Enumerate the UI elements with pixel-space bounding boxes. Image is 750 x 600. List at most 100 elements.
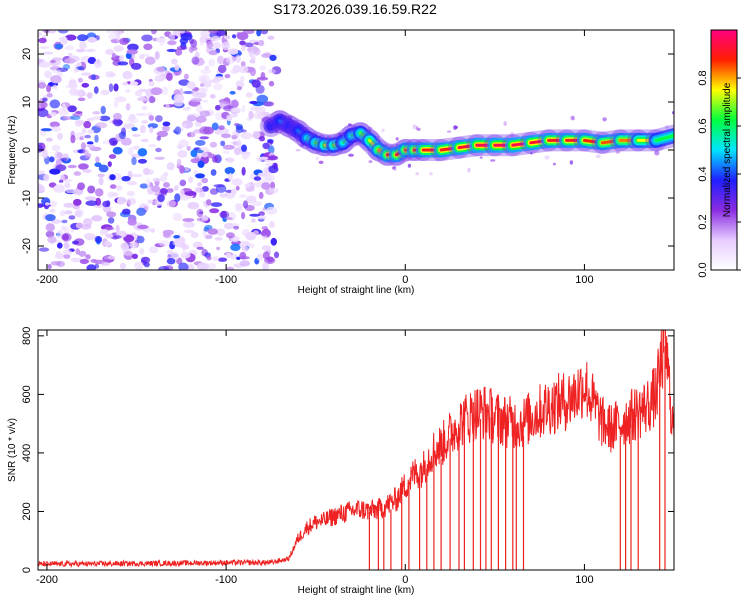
noise-blob: [174, 193, 181, 203]
snr-x-ticks: -200 -100 0 100: [36, 330, 594, 586]
noise-blob: [173, 94, 185, 103]
noise-blob: [117, 61, 129, 66]
noise-speck: [429, 172, 433, 176]
noise-blob: [176, 45, 188, 51]
noise-blob: [150, 87, 163, 96]
colorbar-tick-label: 0.8: [697, 70, 709, 85]
noise-blob: [49, 168, 61, 175]
noise-blob: [172, 238, 184, 247]
noise-blob: [127, 147, 134, 155]
spectrogram-y-ticks: -20 -10 0 10 20: [21, 48, 674, 254]
noise-blob: [266, 256, 274, 263]
noise-blob: [246, 195, 257, 204]
noise-blob: [166, 188, 174, 193]
noise-blob: [109, 174, 116, 181]
noise-blob: [104, 241, 111, 247]
noise-blob: [242, 200, 249, 209]
noise-blob: [245, 151, 251, 156]
noise-blob: [190, 97, 203, 103]
noise-blob: [261, 245, 272, 251]
noise-blob: [267, 69, 276, 74]
noise-blob: [129, 81, 139, 86]
noise-speck: [394, 167, 397, 172]
noise-blob: [262, 262, 269, 270]
noise-blob: [226, 114, 231, 121]
noise-blob: [104, 226, 115, 231]
noise-speck: [367, 126, 373, 131]
y-tick-label: 20: [21, 48, 33, 60]
noise-blob: [241, 144, 247, 152]
noise-blob: [186, 81, 196, 90]
noise-blob: [236, 86, 242, 91]
y-tick-label: 800: [21, 327, 33, 345]
noise-blob: [116, 196, 126, 205]
noise-speck: [552, 162, 556, 166]
noise-blob: [148, 81, 155, 87]
noise-blob: [44, 202, 50, 206]
noise-speck: [348, 123, 352, 127]
noise-blob: [65, 34, 77, 41]
noise-blob: [252, 201, 263, 207]
noise-blob: [137, 95, 150, 102]
noise-blob: [141, 34, 153, 42]
noise-blob: [94, 134, 99, 143]
noise-blob: [79, 258, 89, 265]
noise-blob: [206, 262, 217, 270]
noise-blob: [206, 199, 212, 206]
noise-blob: [73, 198, 82, 206]
noise-blob: [130, 62, 142, 70]
x-tick-label: 100: [575, 274, 593, 286]
noise-blob: [249, 39, 259, 43]
noise-blob: [126, 49, 138, 55]
noise-blob: [64, 178, 73, 183]
noise-blob: [158, 266, 170, 270]
noise-blob: [132, 134, 141, 137]
noise-blob: [193, 169, 198, 175]
noise-blob: [199, 191, 206, 198]
noise-blob: [45, 223, 55, 232]
noise-blob: [241, 166, 246, 176]
noise-blob: [49, 208, 56, 213]
noise-blob: [240, 61, 246, 68]
noise-blob: [231, 178, 243, 186]
noise-blob: [240, 132, 253, 140]
noise-blob: [270, 237, 277, 246]
noise-speck: [664, 125, 670, 129]
x-tick-label: -200: [36, 574, 58, 586]
noise-blob: [57, 132, 63, 141]
noise-blob: [192, 241, 203, 249]
noise-blob: [186, 114, 197, 122]
noise-speck: [503, 121, 508, 126]
noise-blob: [176, 158, 182, 168]
noise-blob: [166, 249, 173, 255]
y-tick-label: 0: [21, 147, 33, 153]
noise-blob: [224, 35, 231, 40]
noise-blob: [100, 89, 110, 96]
noise-blob: [194, 186, 201, 193]
noise-blob: [190, 158, 201, 164]
noise-blob: [73, 67, 78, 73]
noise-blob: [179, 179, 187, 187]
noise-blob: [269, 220, 275, 229]
noise-blob: [157, 194, 165, 203]
noise-blob: [224, 74, 231, 79]
noise-blob: [72, 189, 84, 196]
noise-blob: [271, 162, 278, 169]
noise-blob: [38, 153, 43, 157]
noise-blob: [114, 96, 127, 103]
noise-blob: [100, 229, 109, 234]
noise-blob: [95, 156, 100, 163]
noise-blob: [42, 97, 48, 102]
noise-blob: [200, 76, 207, 84]
noise-blob: [165, 103, 170, 109]
noise-blob: [182, 218, 195, 222]
noise-blob: [63, 243, 70, 250]
noise-blob: [61, 232, 72, 242]
noise-blob: [243, 42, 254, 48]
colorbar-ticks: 0.0 0.2 0.4 0.6 0.8: [697, 70, 741, 278]
noise-blob: [174, 185, 179, 191]
y-tick-label: 400: [21, 444, 33, 462]
noise-blob: [238, 65, 249, 74]
noise-blob: [221, 133, 232, 139]
noise-blob: [241, 105, 246, 113]
